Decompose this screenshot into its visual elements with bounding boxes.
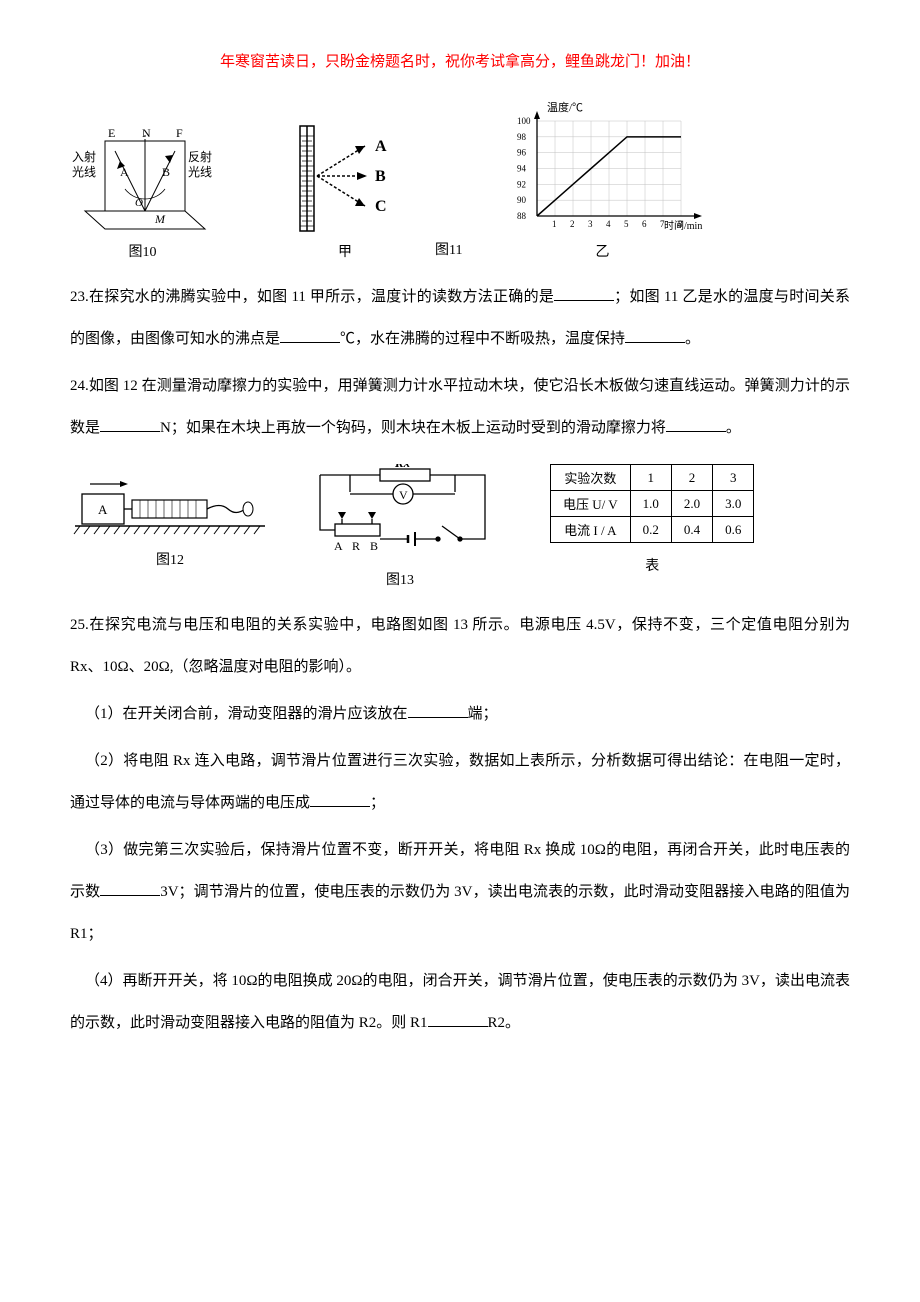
cell: 2.0 xyxy=(671,491,712,517)
blank xyxy=(408,703,468,718)
label-11a-A: A xyxy=(375,138,387,155)
q25-p2a: （2）将电阻 Rx 连入电路，调节滑片位置进行三次实验，数据如上表所示，分析数据… xyxy=(70,753,850,811)
incident-1: 入射 xyxy=(72,149,96,164)
svg-text:2: 2 xyxy=(570,219,575,229)
q23-t1: 23.在探究水的沸腾实验中，如图 11 甲所示，温度计的读数方法正确的是 xyxy=(70,289,554,305)
svg-text:3: 3 xyxy=(588,219,593,229)
label-N: N xyxy=(142,126,151,140)
figure-11a: A B C 甲 xyxy=(285,121,405,261)
question-23: 23.在探究水的沸腾实验中，如图 11 甲所示，温度计的读数方法正确的是；如图 … xyxy=(70,276,850,360)
fig11b-svg: 温度/℃ 889092949698100 12345678 时间/min xyxy=(492,101,712,236)
q24-t3: 。 xyxy=(726,420,741,436)
label-O: O xyxy=(135,197,143,209)
question-25-2: （2）将电阻 Rx 连入电路，调节滑片位置进行三次实验，数据如上表所示，分析数据… xyxy=(70,740,850,824)
cell: 0.2 xyxy=(630,517,671,543)
cell: 电压 U/ V xyxy=(551,491,631,517)
label-M: M xyxy=(154,212,166,226)
table-row: 电压 U/ V 1.0 2.0 3.0 xyxy=(551,491,754,517)
fig11a-svg: A B C xyxy=(285,121,405,236)
cell: 1 xyxy=(630,465,671,491)
fig13-svg: Rx V A R B xyxy=(300,464,500,564)
figures-row-2: A 图12 xyxy=(70,464,850,589)
question-25-3: （3）做完第三次实验后，保持滑片位置不变，断开开关，将电阻 Rx 换成 10Ω的… xyxy=(70,829,850,955)
question-24: 24.如图 12 在测量滑动摩擦力的实验中，用弹簧测力计水平拉动木块，使它沿长木… xyxy=(70,365,850,449)
q24-t2: N；如果在木块上再放一个钩码，则木块在木板上运动时受到的滑动摩擦力将 xyxy=(160,420,666,436)
table-row: 电流 I / A 0.2 0.4 0.6 xyxy=(551,517,754,543)
fig13-B: B xyxy=(370,539,378,553)
fig11b-caption: 乙 xyxy=(595,241,609,261)
blank xyxy=(554,286,614,301)
table-caption: 表 xyxy=(645,555,659,575)
data-table-block: 实验次数 1 2 3 电压 U/ V 1.0 2.0 3.0 电流 I / A … xyxy=(550,464,754,575)
svg-text:96: 96 xyxy=(517,148,527,158)
data-table: 实验次数 1 2 3 电压 U/ V 1.0 2.0 3.0 电流 I / A … xyxy=(550,464,754,543)
cell: 2 xyxy=(671,465,712,491)
svg-text:5: 5 xyxy=(624,219,629,229)
label-F: F xyxy=(176,126,183,140)
figure-12: A 图12 xyxy=(70,464,270,569)
blank xyxy=(310,792,370,807)
fig11a-caption: 甲 xyxy=(338,241,352,261)
svg-text:92: 92 xyxy=(517,179,526,189)
svg-text:94: 94 xyxy=(517,164,527,174)
label-11a-C: C xyxy=(375,198,387,215)
fig13-Rx: Rx xyxy=(394,464,411,470)
blank xyxy=(280,328,340,343)
svg-text:90: 90 xyxy=(517,195,527,205)
svg-text:6: 6 xyxy=(642,219,647,229)
svg-text:88: 88 xyxy=(517,211,527,221)
figure-10: E N F A B O M 入射 光线 反射 光线 图10 xyxy=(70,121,215,261)
blank xyxy=(100,881,160,896)
fig11-caption: 图11 xyxy=(435,239,462,259)
incident-2: 光线 xyxy=(72,165,96,179)
cell: 0.6 xyxy=(713,517,754,543)
blank xyxy=(428,1012,488,1027)
label-11a-B: B xyxy=(375,168,386,185)
cell: 电流 I / A xyxy=(551,517,631,543)
fig13-V: V xyxy=(399,488,408,502)
fig13-A: A xyxy=(334,539,343,553)
blank xyxy=(625,328,685,343)
fig12-A: A xyxy=(98,502,108,517)
q25-p1a: （1）在开关闭合前，滑动变阻器的滑片应该放在 xyxy=(85,706,408,722)
cell: 3.0 xyxy=(713,491,754,517)
fig13-R: R xyxy=(352,539,360,553)
cell: 1.0 xyxy=(630,491,671,517)
blank xyxy=(100,417,160,432)
figure-13: Rx V A R B 图13 xyxy=(300,464,500,589)
question-25-intro: 25.在探究电流与电压和电阻的关系实验中，电路图如图 13 所示。电源电压 4.… xyxy=(70,604,850,688)
q25-p1b: 端； xyxy=(468,706,498,722)
q23-t4: 。 xyxy=(685,331,700,347)
chart-ylabel: 温度/℃ xyxy=(547,101,583,114)
q23-t3: ℃，水在沸腾的过程中不断吸热，温度保持 xyxy=(340,331,625,347)
svg-text:4: 4 xyxy=(606,219,611,229)
figure-11b: 温度/℃ 889092949698100 12345678 时间/min 乙 xyxy=(492,101,712,261)
cell: 实验次数 xyxy=(551,465,631,491)
fig13-caption: 图13 xyxy=(386,569,414,589)
label-E: E xyxy=(108,126,115,140)
fig10-svg: E N F A B O M 入射 光线 反射 光线 xyxy=(70,121,215,236)
header-wish: 年寒窗苦读日，只盼金榜题名时，祝你考试拿高分，鲤鱼跳龙门！加油！ xyxy=(70,50,850,71)
reflected-1: 反射 xyxy=(188,149,212,164)
fig12-svg: A xyxy=(70,464,270,544)
cell: 0.4 xyxy=(671,517,712,543)
reflected-2: 光线 xyxy=(188,165,212,179)
blank xyxy=(666,417,726,432)
label-B: B xyxy=(162,165,170,179)
question-25-4: （4）再断开开关，将 10Ω的电阻换成 20Ω的电阻，闭合开关，调节滑片位置，使… xyxy=(70,960,850,1044)
q25-p2b: ； xyxy=(370,795,385,811)
svg-text:100: 100 xyxy=(517,116,531,126)
table-row: 实验次数 1 2 3 xyxy=(551,465,754,491)
fig10-caption: 图10 xyxy=(129,241,157,261)
cell: 3 xyxy=(713,465,754,491)
fig12-caption: 图12 xyxy=(156,549,184,569)
q25-p4b: R2。 xyxy=(488,1015,521,1031)
svg-text:98: 98 xyxy=(517,132,527,142)
svg-text:1: 1 xyxy=(552,219,557,229)
figures-row-1: E N F A B O M 入射 光线 反射 光线 图10 xyxy=(70,101,850,261)
q25-p3b: 3V；调节滑片的位置，使电压表的示数仍为 3V，读出电流表的示数，此时滑动变阻器… xyxy=(70,884,850,942)
question-25-1: （1）在开关闭合前，滑动变阻器的滑片应该放在 端； xyxy=(70,693,850,735)
chart-xlabel: 时间/min xyxy=(664,219,702,232)
